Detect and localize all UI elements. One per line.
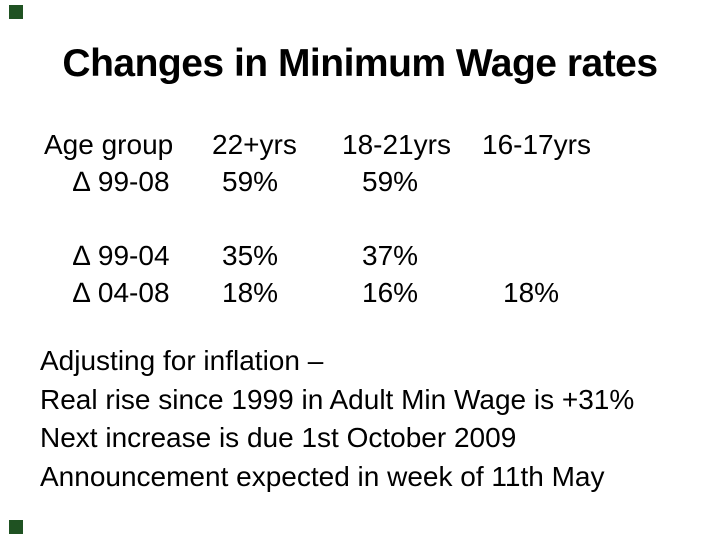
table-cell: 35% xyxy=(222,240,279,271)
table-row-99-04: ∆ 99-04 35% 37% xyxy=(40,237,700,274)
table-header-22plus: 22+yrs xyxy=(212,129,297,160)
note-line-real-rise: Real rise since 1999 in Adult Min Wage i… xyxy=(40,383,635,415)
table-header-18-21: 18-21yrs xyxy=(342,129,451,160)
row-label: ∆ 99-08 xyxy=(73,166,170,197)
table-row-99-08: ∆ 99-08 59% 59% xyxy=(40,163,700,200)
table-row-04-08: ∆ 04-08 18% 16% 18% xyxy=(40,274,700,311)
note-line-next-increase: Next increase is due 1st October 2009 xyxy=(40,422,517,453)
table-cell: 59% xyxy=(222,166,279,197)
notes-block: Adjusting for inflation – Real rise sinc… xyxy=(40,342,700,496)
table-spacer xyxy=(40,200,700,237)
table-cell: 18% xyxy=(503,277,560,308)
table-cell xyxy=(482,237,700,274)
table-cell xyxy=(482,163,700,200)
table-cell: 16% xyxy=(362,277,419,308)
note-line-announcement: Announcement expected in week of 11th Ma… xyxy=(40,460,605,492)
table-cell: 59% xyxy=(362,166,419,197)
table-header-age-group: Age group xyxy=(44,129,174,160)
table-cell: 37% xyxy=(362,240,419,271)
row-label: ∆ 99-04 xyxy=(73,240,170,271)
table-header-row: Age group 22+yrs 18-21yrs 16-17yrs xyxy=(40,126,700,163)
accent-square-top-left xyxy=(9,5,23,19)
table-cell: 18% xyxy=(222,277,279,308)
slide-title: Changes in Minimum Wage rates xyxy=(62,42,658,85)
note-line-inflation: Adjusting for inflation – xyxy=(40,345,324,376)
row-label: ∆ 04-08 xyxy=(73,277,170,308)
wage-table: Age group 22+yrs 18-21yrs 16-17yrs ∆ 99-… xyxy=(40,126,700,311)
accent-square-bottom-left xyxy=(9,520,23,534)
table-header-16-17: 16-17yrs xyxy=(482,129,591,160)
